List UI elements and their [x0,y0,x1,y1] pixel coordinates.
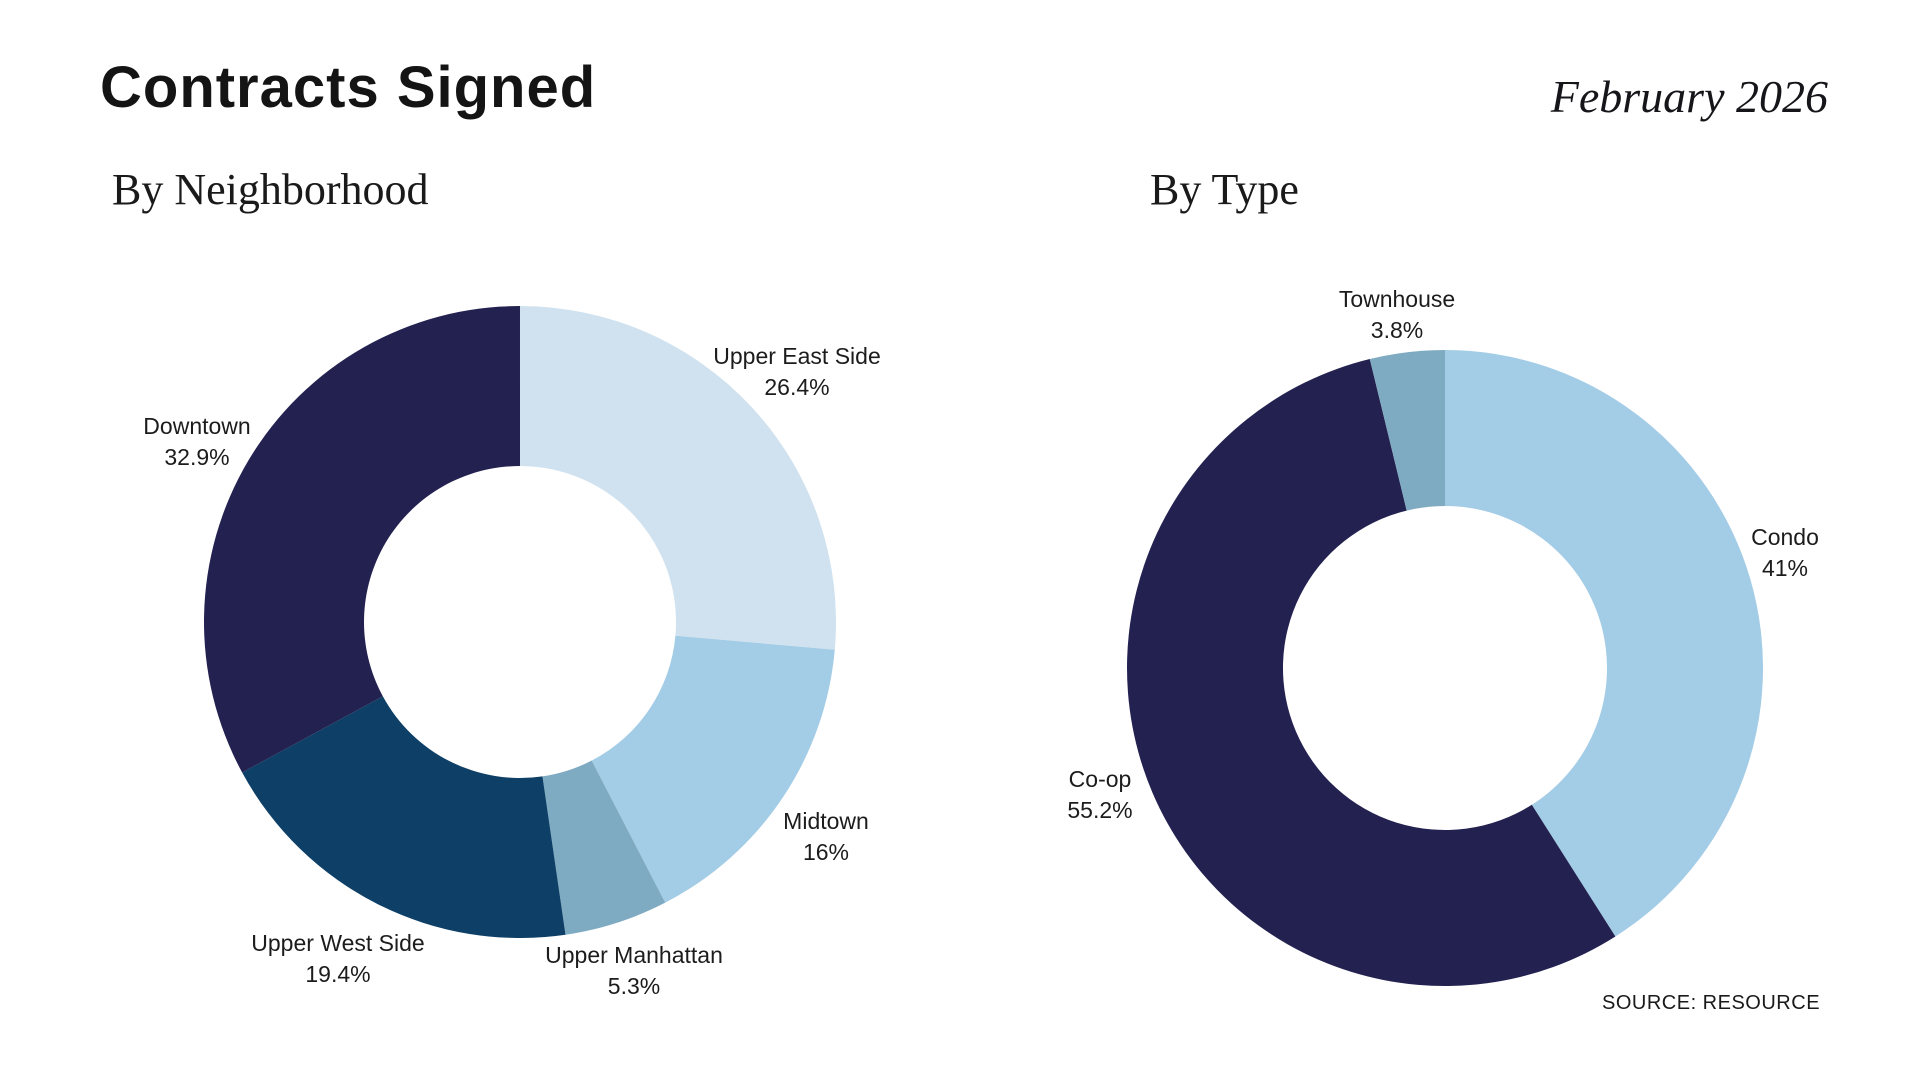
segment-name: Upper West Side [251,930,425,956]
segment-percent: 55.2% [1067,797,1133,823]
segment-name: Townhouse [1338,286,1456,312]
neighborhood-donut-chart [204,306,836,938]
segment-label-midtown: Midtown 16% [783,806,869,868]
segment-name: Downtown [143,413,251,439]
segment-percent: 16% [802,839,850,865]
segment-label-condo: Condo 41% [1751,522,1819,584]
segment-percent: 3.8% [1370,317,1424,343]
segment-percent: 5.3% [607,973,661,999]
pie-segment-midtown [591,635,835,903]
segment-percent: 41% [1761,555,1809,581]
pie-segment-upper-east-side [520,306,836,650]
pie-segment-downtown [204,306,520,773]
segment-name: Upper Manhattan [545,942,723,968]
pie-segment-townhouse [1369,350,1445,511]
type-donut-chart [1127,350,1763,986]
pie-segment-upper-manhattan [542,760,666,935]
segment-label-upper-west-side: Upper West Side 19.4% [251,928,424,990]
segment-percent: 26.4% [764,374,830,400]
segment-label-upper-manhattan: Upper Manhattan 5.3% [545,940,723,1002]
segment-name: Upper East Side [713,343,881,369]
segment-name: Condo [1751,524,1819,550]
pie-segment-upper-west-side [242,696,566,938]
left-chart-title: By Neighborhood [112,165,429,214]
segment-percent: 32.9% [164,444,230,470]
page-title: Contracts Signed [100,55,597,120]
segment-label-downtown: Downtown 32.9% [143,411,250,473]
pie-segment-co-op [1127,359,1616,986]
segment-name: Midtown [783,808,869,834]
segment-label-townhouse: Townhouse 3.8% [1339,284,1455,346]
segment-percent: 19.4% [305,961,371,987]
right-chart-title: By Type [1150,165,1299,214]
segment-label-co-op: Co-op 55.2% [1067,764,1132,826]
segment-name: Co-op [1068,766,1132,792]
report-date: February 2026 [1550,71,1828,122]
source-attribution: SOURCE: RESOURCE [1602,992,1821,1014]
segment-label-upper-east-side: Upper East Side 26.4% [713,341,880,403]
pie-segment-condo [1445,350,1763,937]
